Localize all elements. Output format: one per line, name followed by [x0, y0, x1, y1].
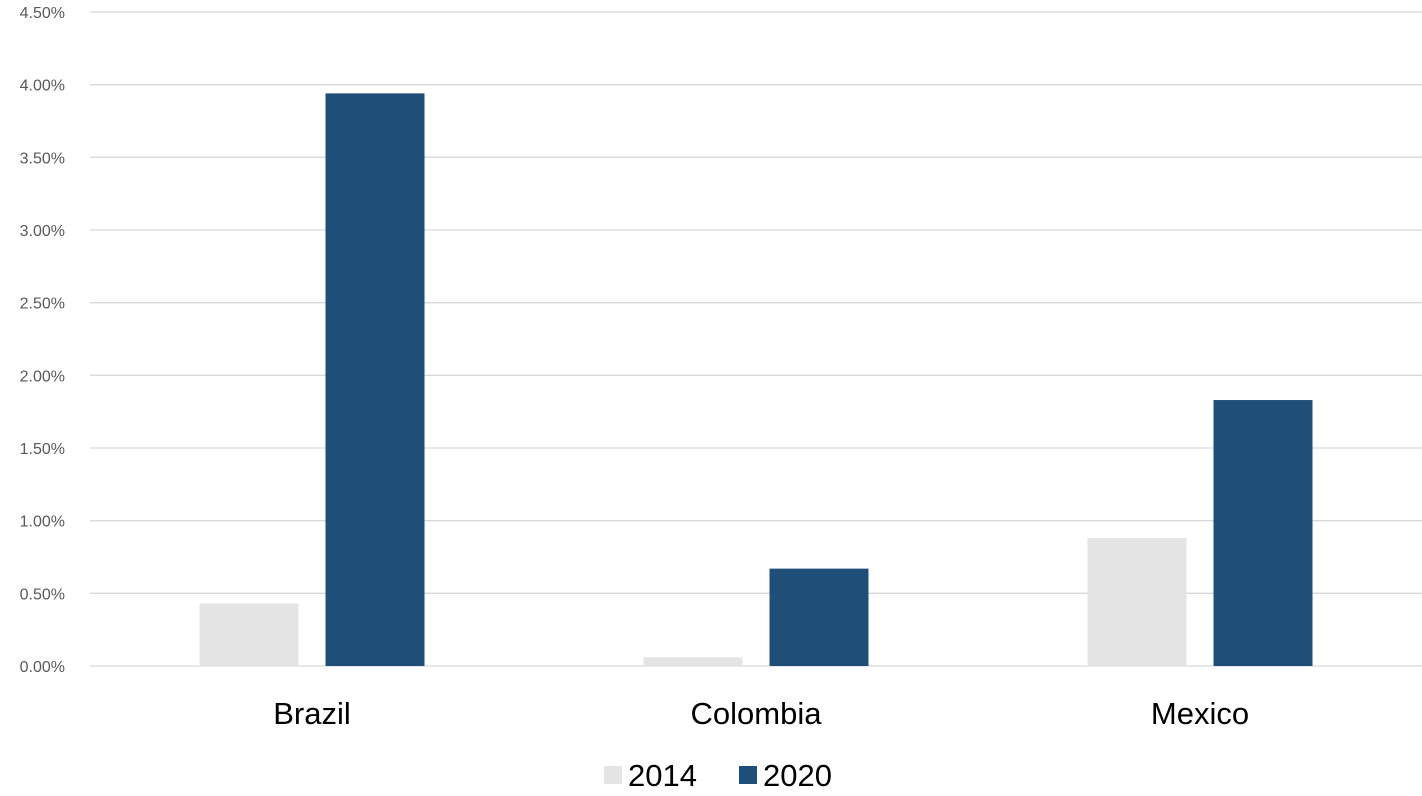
y-tick-label: 1.00%: [20, 514, 65, 531]
legend: 2014 2020: [604, 758, 832, 793]
y-tick-label: 1.50%: [20, 441, 65, 458]
legend-label: 2014: [628, 758, 697, 793]
x-category-label: Colombia: [691, 696, 823, 731]
y-tick-label: 0.00%: [20, 659, 65, 676]
x-axis-category-labels: Brazil Colombia Mexico: [273, 696, 1249, 731]
x-category-label: Mexico: [1151, 696, 1249, 731]
bar-colombia-2014: [643, 657, 743, 666]
bar-brazil-2020: [325, 93, 425, 667]
x-category-label: Brazil: [273, 696, 351, 731]
legend-label: 2020: [763, 758, 832, 793]
y-tick-label: 2.00%: [20, 368, 65, 385]
gridlines: [90, 11, 1422, 667]
y-tick-label: 0.50%: [20, 586, 65, 603]
y-tick-label: 4.00%: [20, 78, 65, 95]
bar-brazil-2014: [199, 603, 299, 666]
y-axis-tick-labels: 0.00% 0.50% 1.00% 1.50% 2.00% 2.50% 3.00% 3.50%…: [20, 5, 65, 676]
legend-swatch-2020: [739, 766, 757, 784]
y-tick-label: 4.50%: [20, 5, 65, 22]
y-tick-label: 3.00%: [20, 223, 65, 240]
y-tick-label: 3.50%: [20, 150, 65, 167]
bars: [199, 93, 1313, 667]
bar-mexico-2014: [1087, 538, 1187, 666]
bar-colombia-2020: [769, 568, 869, 666]
legend-swatch-2014: [604, 766, 622, 784]
y-tick-label: 2.50%: [20, 296, 65, 313]
bar-mexico-2020: [1213, 400, 1313, 666]
